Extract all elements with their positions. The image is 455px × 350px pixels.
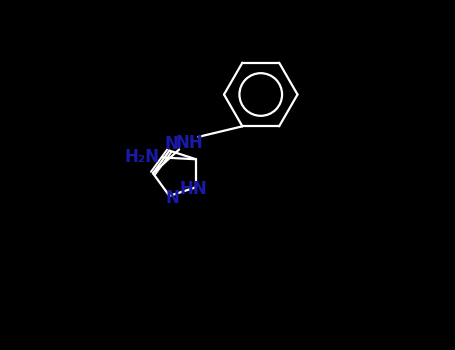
Text: N: N — [164, 135, 178, 153]
Text: H₂N: H₂N — [125, 148, 160, 166]
Text: NH: NH — [175, 134, 203, 152]
Text: HN: HN — [179, 180, 207, 198]
Text: N: N — [165, 189, 179, 206]
